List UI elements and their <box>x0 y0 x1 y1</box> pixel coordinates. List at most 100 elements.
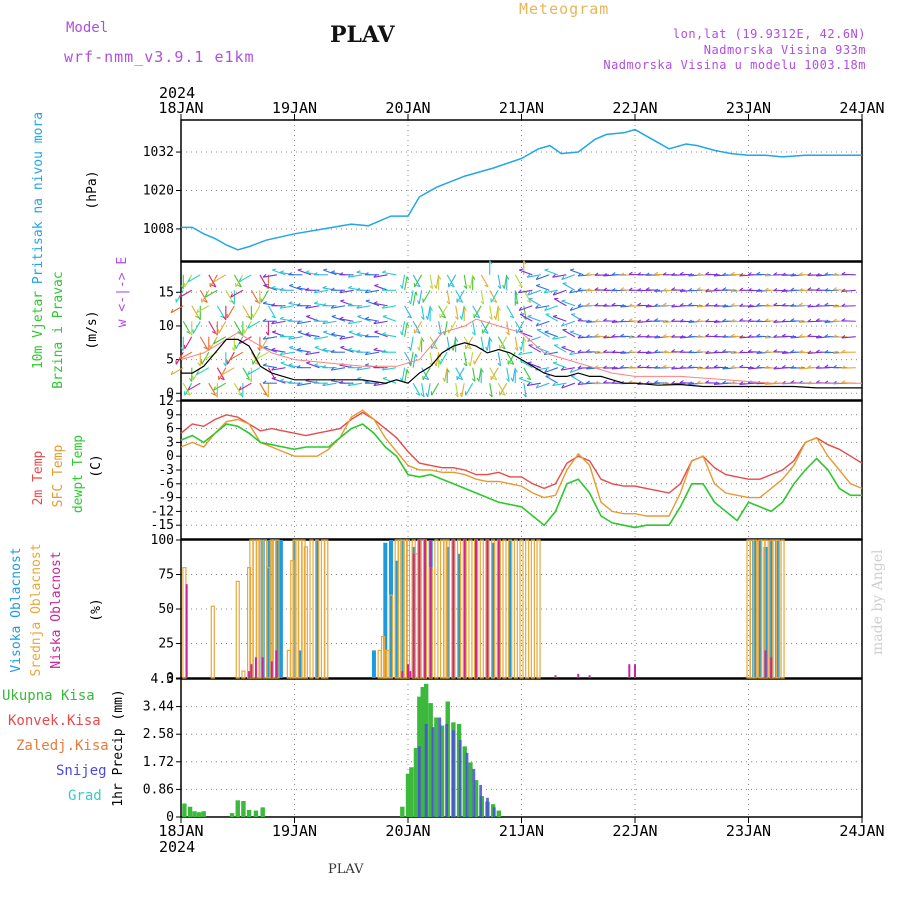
y-tick-label: 4.3 <box>151 672 174 687</box>
wind-barb <box>418 336 423 351</box>
wind-barb-head <box>713 334 718 338</box>
mid-cloud-bar <box>502 539 507 679</box>
wind-barb <box>373 302 388 307</box>
wind-barb <box>365 289 380 294</box>
wind-barb-head <box>781 318 786 323</box>
ylabel-mid-cloud: Srednja Oblacnost <box>29 543 44 676</box>
wind-barb <box>444 321 448 336</box>
wind-barb-head <box>637 319 641 323</box>
wind-barb <box>348 274 363 278</box>
wind-barb <box>263 346 278 353</box>
wind-barb <box>490 367 499 381</box>
wind-barb <box>289 346 303 353</box>
wind-barb <box>465 336 474 350</box>
wind-barb-head <box>204 355 208 360</box>
wind-barb <box>263 364 278 369</box>
wind-barb-head <box>306 361 311 364</box>
wind-barb <box>365 318 380 322</box>
wind-barb-head <box>408 346 412 351</box>
wind-barb-head <box>739 334 744 339</box>
wind-barb-head <box>561 384 565 389</box>
wind-barb <box>322 320 337 325</box>
wind-barb <box>230 351 244 360</box>
ylabel-high-cloud: Visoka Oblacnost <box>9 547 24 672</box>
wind-barb-head <box>764 318 769 322</box>
wind-barb-head <box>262 363 267 366</box>
wind-barb-head <box>279 334 284 338</box>
total-precip-bar <box>192 811 197 817</box>
wind-barb-head <box>773 272 778 276</box>
year-label-bottom: 2024 <box>159 838 195 856</box>
wind-barb-head <box>628 303 633 307</box>
wind-barb <box>427 305 431 320</box>
wind-barb-head <box>501 346 506 350</box>
mid-cloud-bar <box>290 560 295 679</box>
wind-barb-head <box>722 380 727 384</box>
wind-barb-head <box>364 351 369 356</box>
wind-barb <box>233 382 242 396</box>
wind-barb-head <box>506 275 510 280</box>
wind-barb <box>199 336 208 350</box>
wind-barb <box>552 382 567 387</box>
wind-barb-head <box>790 318 795 322</box>
wind-barb-head <box>364 289 369 294</box>
wind-barb-head <box>577 365 582 369</box>
wind-barb <box>410 290 414 305</box>
wind-barb-head <box>730 333 735 337</box>
wind-barb-head <box>832 350 837 354</box>
wind-barb-head <box>739 287 744 291</box>
wind-barb-head <box>339 316 344 320</box>
wind-barb-head <box>611 334 616 338</box>
wind-barb <box>204 289 218 298</box>
wind-barb-head <box>485 346 488 351</box>
wind-compass-label: w <-|-> E <box>115 257 130 327</box>
wind-barb <box>331 367 346 371</box>
y-tick-label: 75 <box>158 568 174 583</box>
wind-barb-head <box>645 304 650 308</box>
wind-barb-head <box>425 393 429 398</box>
wind-barb-head <box>688 273 693 277</box>
wind-barb-head <box>373 320 378 325</box>
high-cloud-bar <box>315 540 320 678</box>
wind-barb <box>553 344 567 353</box>
mid-cloud-bar <box>491 539 496 679</box>
x-tick-label-top: 23JAN <box>726 99 771 117</box>
wind-barb <box>472 321 476 336</box>
wind-barb-head <box>231 347 235 352</box>
wind-barb-head <box>536 283 541 287</box>
wind-barb-head <box>406 369 410 374</box>
wind-barb-head <box>841 349 846 353</box>
wind-barb-head <box>196 370 199 375</box>
wind-barb-head <box>815 287 820 291</box>
low-cloud-bar <box>475 540 478 678</box>
wind-barb <box>523 289 532 303</box>
wind-barb <box>412 291 417 306</box>
wind-barb-head <box>705 271 710 275</box>
wind-barb <box>238 382 252 391</box>
wind-barb <box>339 336 354 340</box>
wind-barb <box>238 274 252 283</box>
wind-barb-head <box>263 283 268 287</box>
low-cloud-bar <box>554 675 557 678</box>
wind-barb-head <box>382 270 387 273</box>
wind-barb <box>456 367 465 381</box>
snow-precip-bar <box>479 784 483 817</box>
wind-barb-head <box>662 272 667 276</box>
wind-barb <box>535 284 550 291</box>
mid-cloud-bar <box>380 635 386 679</box>
wind-barb-head <box>248 378 252 382</box>
high-cloud-bar <box>491 542 496 678</box>
wind-barb-head <box>561 322 565 327</box>
wind-barb-head <box>841 288 846 292</box>
wind-barb-head <box>645 318 650 322</box>
mid-cloud-bar <box>397 539 403 679</box>
wind-barb-head <box>400 284 403 289</box>
snow-precip-bar <box>452 730 455 817</box>
y-tick-label: 3 <box>166 435 174 450</box>
wind-barb-head <box>688 319 693 323</box>
wind-barb-head <box>798 319 803 323</box>
wind-barb-head <box>824 302 829 306</box>
wind-barb-head <box>231 300 235 305</box>
wind-barb-head <box>505 331 510 336</box>
wind-barb <box>435 274 440 289</box>
